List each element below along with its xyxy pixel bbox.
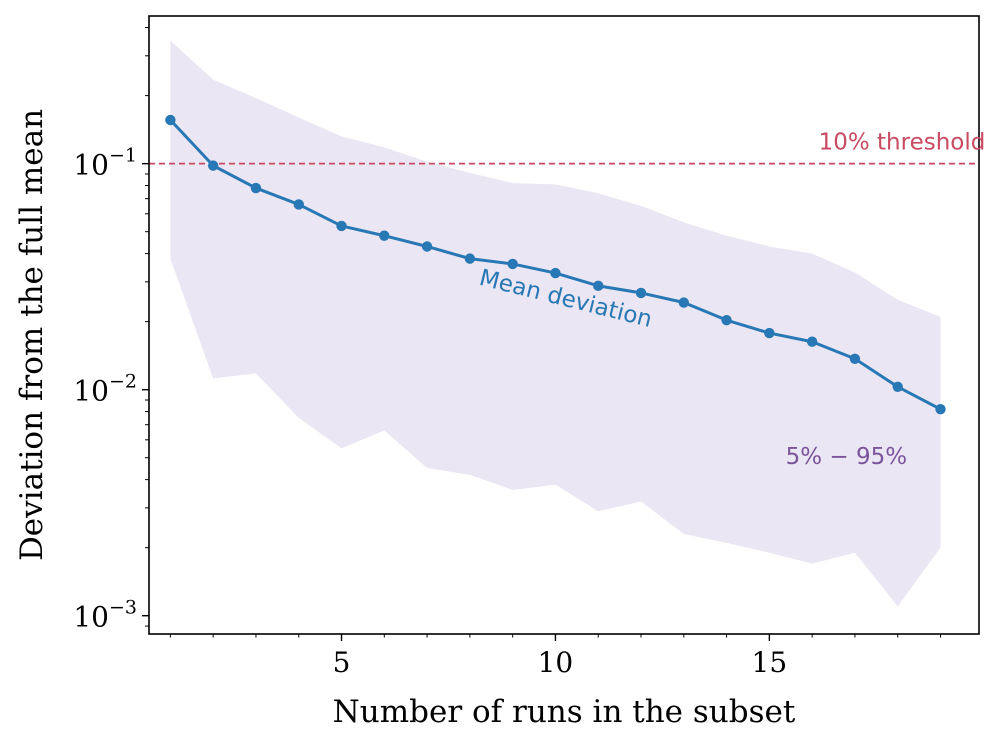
data-point <box>806 336 818 347</box>
x-axis-label: Number of runs in the subset <box>333 694 796 730</box>
data-point <box>892 381 903 392</box>
data-point <box>250 182 262 194</box>
data-point <box>336 220 347 232</box>
data-point <box>165 114 176 126</box>
x-tick-label: 10 <box>538 646 574 679</box>
data-point <box>935 403 946 415</box>
threshold-label: 10% threshold <box>819 130 986 156</box>
data-point <box>635 287 647 299</box>
data-point <box>293 199 304 210</box>
data-point <box>678 297 689 308</box>
y-tick-label: 10−2 <box>73 371 137 408</box>
band-label: 5% − 95% <box>786 444 908 470</box>
axis-ticks: 5 10 15 10−3 10−2 10−1 <box>73 27 941 679</box>
data-point <box>849 353 861 364</box>
x-tick-label: 15 <box>752 646 788 679</box>
y-tick-label: 10−1 <box>73 145 137 182</box>
plot-area <box>149 40 979 607</box>
y-axis-label: Deviation from the full mean <box>14 109 50 561</box>
data-point <box>421 241 433 252</box>
data-point <box>721 314 732 326</box>
data-point <box>764 327 775 339</box>
plot-frame <box>148 15 980 635</box>
data-point <box>593 280 604 292</box>
data-point <box>507 258 518 270</box>
y-tick-label: 10−3 <box>73 597 137 634</box>
x-tick-label: 5 <box>333 646 351 679</box>
data-point <box>207 160 219 171</box>
data-point <box>379 230 390 241</box>
data-point <box>464 253 476 264</box>
percentile-band <box>170 40 941 607</box>
data-point <box>550 267 561 279</box>
